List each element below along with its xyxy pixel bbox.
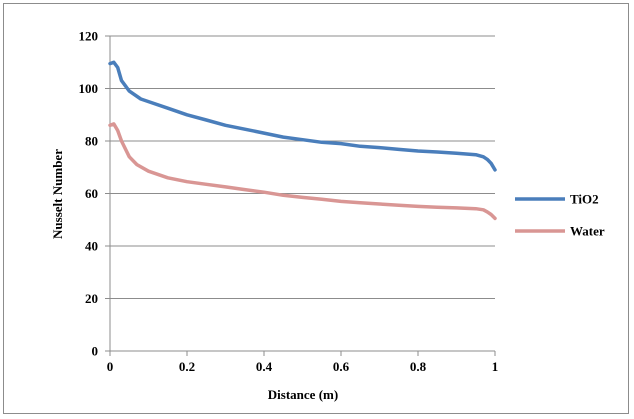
y-tick-label: 120	[79, 29, 99, 44]
x-tick-label: 0.4	[256, 359, 273, 374]
y-tick-label: 0	[92, 344, 99, 359]
series-line-tio2	[108, 60, 497, 172]
legend-label-tio2: TiO2	[570, 192, 599, 207]
axes	[105, 35, 496, 356]
chart-frame	[3, 3, 629, 414]
legend: TiO2 Water	[515, 192, 605, 239]
y-tick-label: 40	[85, 239, 98, 254]
y-tick-label: 100	[79, 81, 99, 96]
y-tick-label: 80	[85, 134, 98, 149]
gridlines	[110, 35, 495, 299]
tick-labels: 0 20 40 60 80 100 120 0 0.2 0.4 0.6 0.8 1	[79, 29, 499, 375]
x-axis-title: Distance (m)	[268, 387, 338, 402]
y-tick-label: 60	[85, 186, 98, 201]
y-tick-label: 20	[85, 291, 98, 306]
legend-label-water: Water	[570, 224, 605, 239]
series-lines	[108, 60, 497, 221]
x-tick-label: 0	[107, 359, 114, 374]
y-axis-title: Nusselt Number	[50, 149, 65, 239]
x-tick-label: 0.6	[333, 359, 350, 374]
x-tick-label: 0.2	[179, 359, 195, 374]
series-line-water	[108, 122, 497, 221]
x-tick-label: 1	[492, 359, 499, 374]
x-tick-label: 0.8	[410, 359, 427, 374]
